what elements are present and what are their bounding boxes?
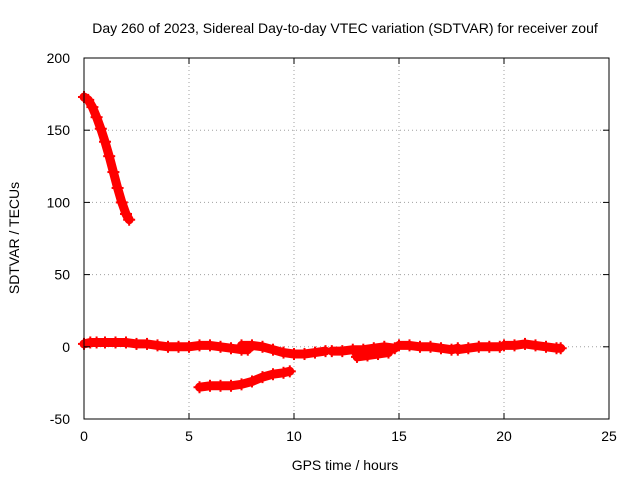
data-point [193, 339, 206, 352]
data-point [99, 336, 111, 349]
data-point [540, 340, 552, 353]
data-point [214, 340, 227, 353]
data-point [99, 135, 111, 148]
data-point [86, 101, 99, 114]
data-point [204, 339, 216, 352]
data-point [204, 379, 216, 392]
data-point [235, 339, 248, 352]
data-point [309, 346, 321, 359]
data-point [462, 342, 475, 355]
axis-layer: 0 5 10 15 20 25 -50 0 50 100 150 200 [47, 50, 617, 444]
data-point [256, 340, 269, 353]
x-tick-label: 10 [286, 428, 302, 444]
data-point [382, 346, 395, 359]
y-tick-label: -50 [50, 411, 70, 427]
x-axis-label: GPS time / hours [292, 457, 399, 473]
x-tick-label: 20 [496, 428, 512, 444]
data-point [498, 339, 510, 352]
data-point [361, 349, 374, 362]
data-point [141, 337, 153, 350]
data-point [90, 111, 103, 124]
data-point [193, 381, 206, 394]
data-point [256, 371, 269, 384]
data-point [214, 379, 227, 392]
series-arc-8-near-zero-f [498, 337, 567, 355]
data-point [120, 336, 132, 349]
y-tick-label: 100 [47, 194, 71, 210]
data-point [325, 345, 338, 358]
data-point [267, 368, 279, 381]
data-point [372, 348, 384, 361]
series-arc-7-near-zero-e [451, 340, 506, 356]
grid-layer [84, 58, 609, 419]
data-point [346, 343, 359, 356]
data-point [267, 343, 279, 356]
series-arc-1-decreasing [78, 90, 136, 226]
data-point [508, 339, 521, 352]
series-arc-9-negative [193, 365, 296, 394]
data-point [472, 340, 485, 353]
data-point [111, 181, 124, 194]
data-point [451, 343, 464, 356]
data-point [225, 342, 237, 355]
plot-frame [83, 57, 610, 420]
data-point [109, 336, 122, 349]
chart-title: Day 260 of 2023, Sidereal Day-to-day VTE… [92, 20, 598, 36]
data-point [103, 150, 116, 163]
data-point [225, 379, 237, 392]
data-point [130, 337, 143, 350]
data-point [246, 375, 258, 388]
y-tick-label: 150 [47, 122, 71, 138]
x-tick-label: 15 [391, 428, 407, 444]
data-point [393, 339, 405, 352]
series-arc-5-dip [351, 346, 395, 363]
y-tick-label: 0 [62, 339, 70, 355]
data-point [519, 337, 531, 350]
data-point [172, 340, 185, 353]
data-point [107, 166, 120, 179]
data-point [283, 365, 296, 378]
data-point [151, 339, 164, 352]
y-tick-label: 50 [54, 267, 70, 283]
data-point [162, 340, 174, 353]
data-layer [78, 90, 567, 394]
data-point [298, 348, 311, 361]
series-arc-3-near-zero-b [235, 339, 332, 361]
data-point [123, 213, 136, 226]
series-arc-2-near-zero-a [78, 336, 254, 356]
y-axis-label: SDTVAR / TECUs [6, 182, 22, 294]
data-point [183, 340, 195, 353]
data-point [277, 366, 290, 379]
y-tick-label: 200 [47, 50, 71, 66]
x-tick-label: 0 [80, 428, 88, 444]
x-tick-label: 5 [185, 428, 193, 444]
data-point [277, 346, 290, 359]
data-point [424, 340, 437, 353]
data-point [288, 348, 300, 361]
series-arc-6-near-zero-d [393, 339, 464, 356]
data-point [483, 340, 496, 353]
data-point [351, 350, 363, 363]
data-point [115, 196, 128, 209]
data-point [235, 378, 248, 391]
data-point [246, 339, 258, 352]
data-point [403, 339, 416, 352]
data-point [94, 122, 107, 135]
data-point [336, 345, 349, 358]
x-tick-label: 25 [601, 428, 617, 444]
data-point [435, 342, 447, 355]
data-point [529, 339, 542, 352]
data-point [554, 342, 567, 355]
data-point [414, 340, 426, 353]
